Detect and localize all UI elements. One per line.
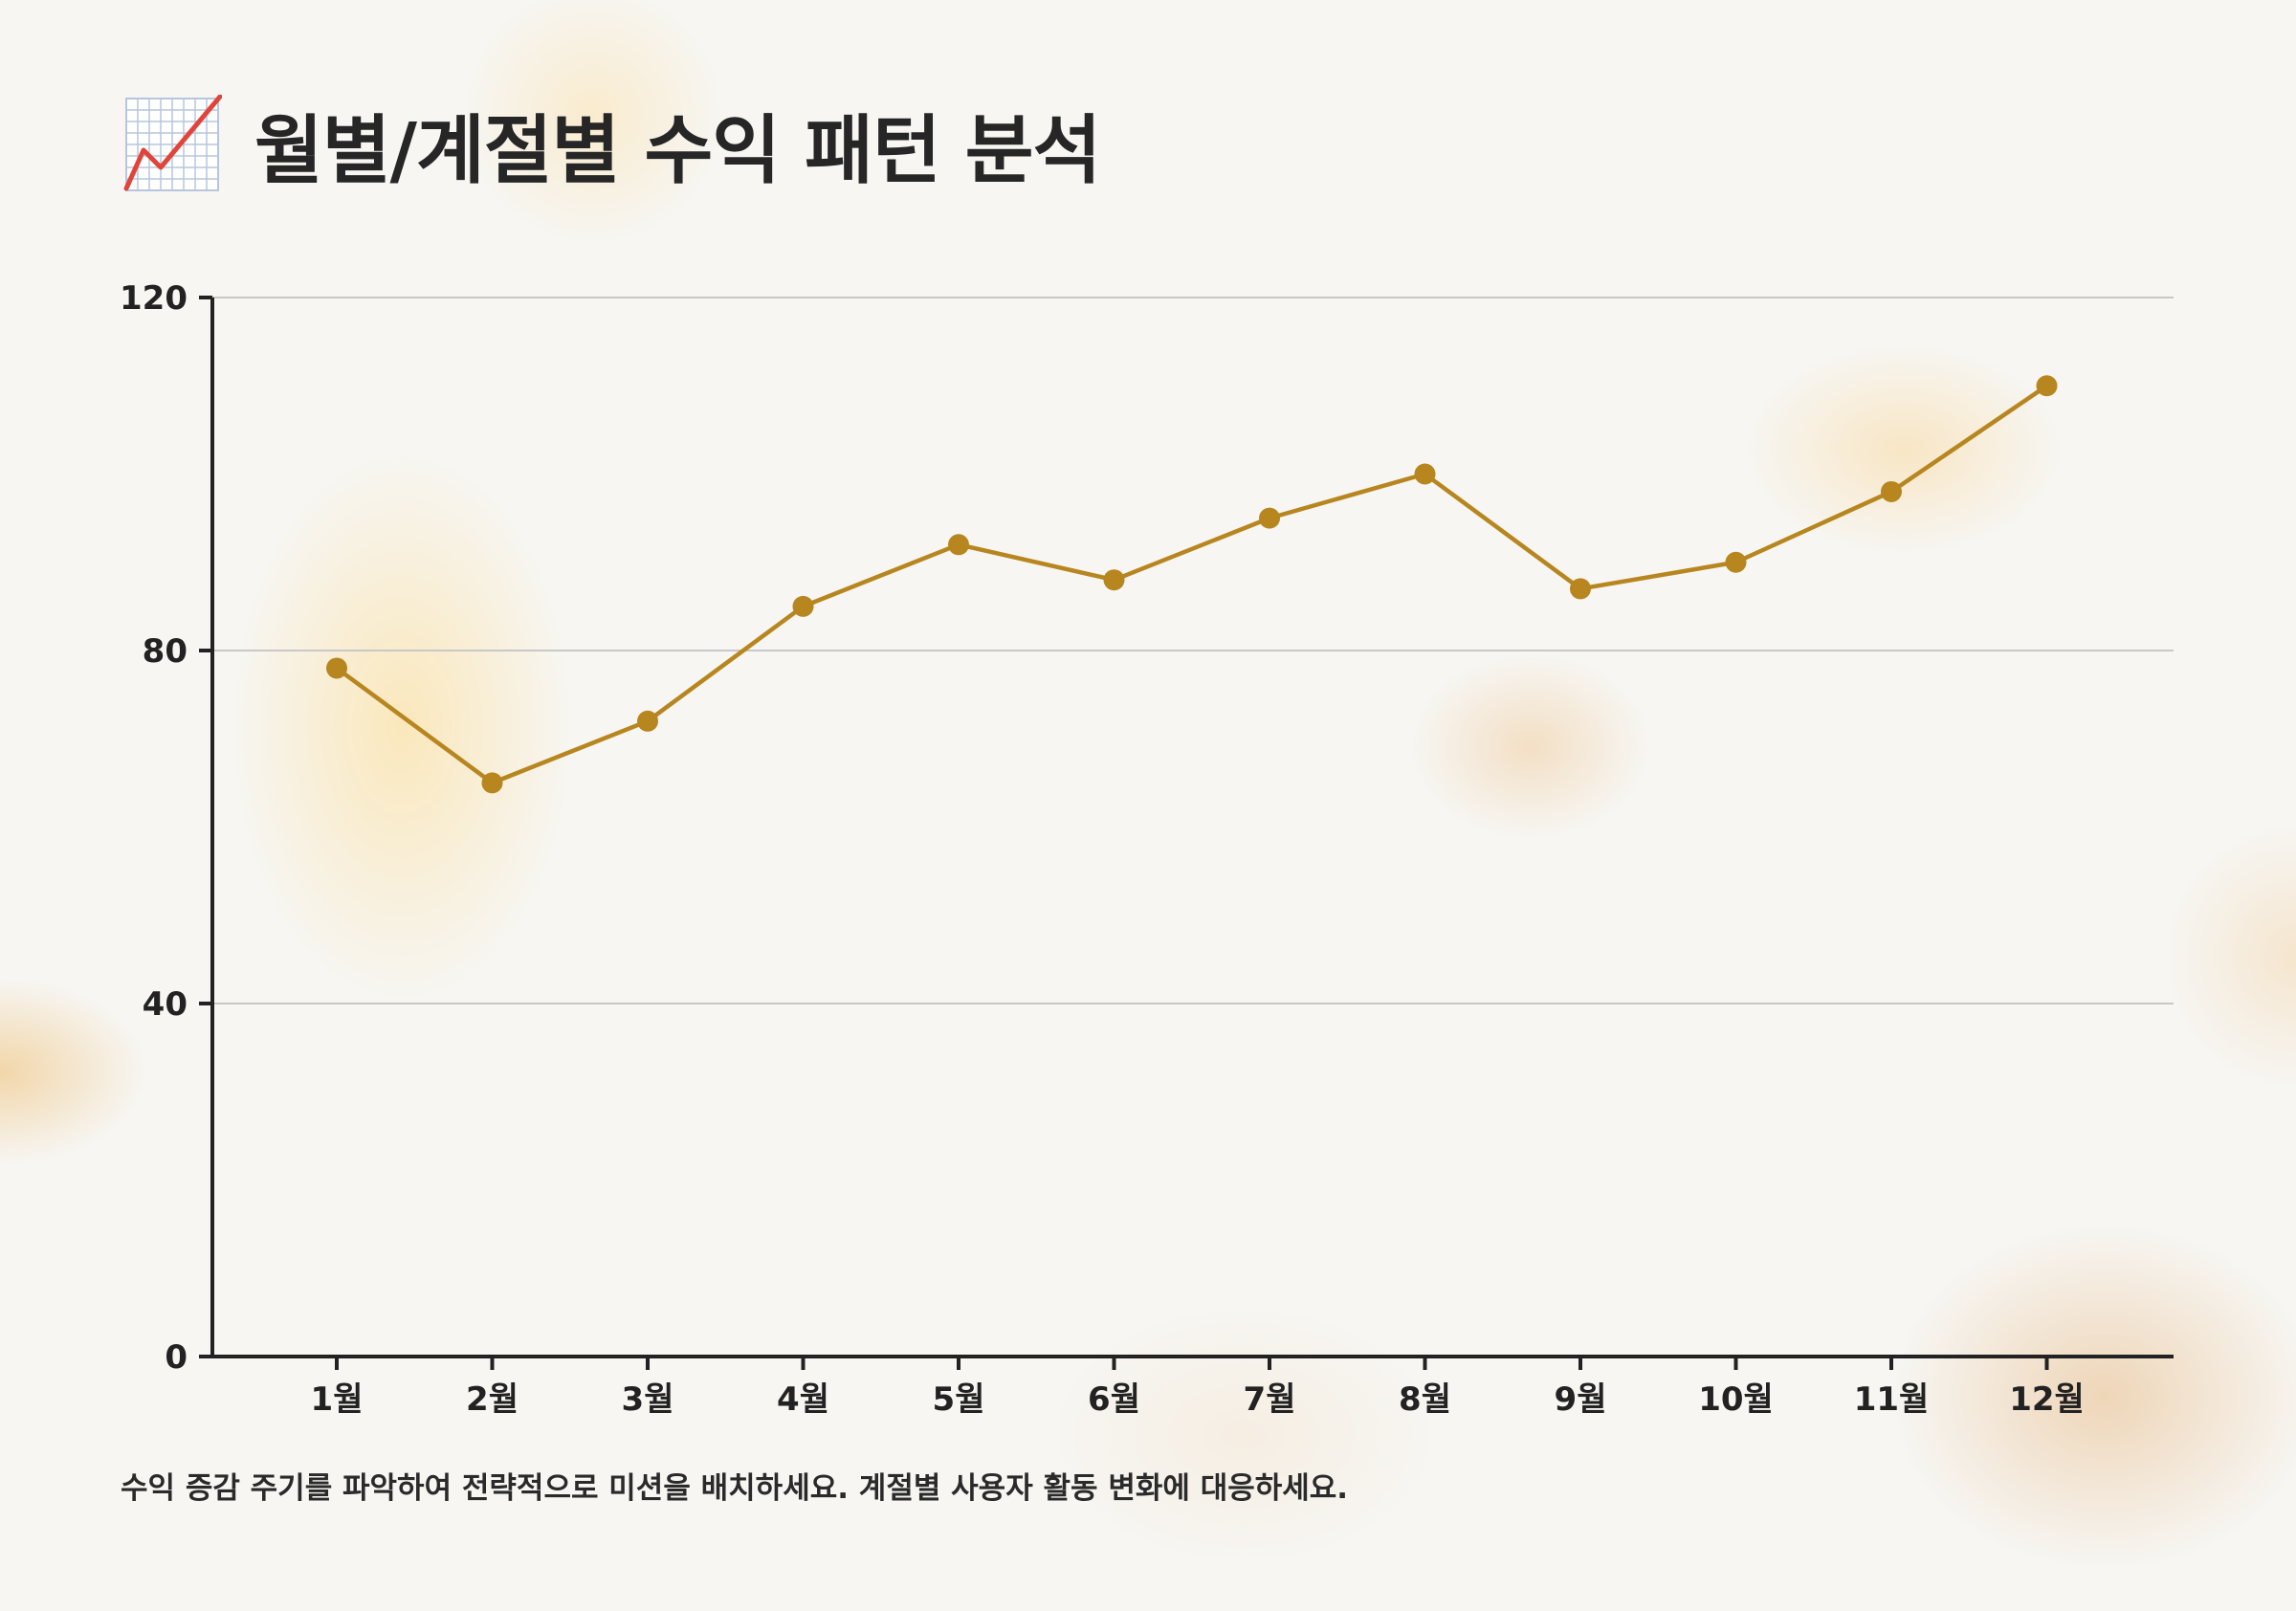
- x-tick-label: 2월: [466, 1380, 519, 1419]
- header: 월별/계절별 수익 패턴 분석: [122, 92, 1101, 197]
- data-point: [792, 595, 814, 617]
- data-point: [1103, 569, 1125, 591]
- data-point: [1570, 578, 1591, 600]
- y-tick-label: 120: [120, 279, 188, 318]
- x-tick-label: 8월: [1399, 1380, 1451, 1419]
- axes: [199, 296, 2174, 1370]
- y-tick-label: 0: [165, 1338, 188, 1377]
- data-point: [481, 772, 503, 794]
- data-point: [1414, 463, 1436, 485]
- x-tick-label: 12월: [2009, 1380, 2085, 1419]
- data-points: [326, 375, 2058, 794]
- series-line-group: [334, 384, 2049, 785]
- data-point: [326, 657, 347, 679]
- gridlines: [212, 297, 2174, 1004]
- x-tick-label: 9월: [1555, 1380, 1607, 1419]
- x-tick-label: 7월: [1244, 1380, 1296, 1419]
- data-point: [1259, 507, 1280, 529]
- data-point: [948, 534, 969, 556]
- tick-labels: 0 40 80 120 1월 2월 3월 4월 5월 6월 7월 8월 9월 10월 11월 12월: [120, 279, 2085, 1419]
- x-tick-label: 3월: [622, 1380, 674, 1419]
- x-tick-label: 10월: [1698, 1380, 1774, 1419]
- x-tick-label: 5월: [933, 1380, 985, 1419]
- x-tick-label: 6월: [1088, 1380, 1140, 1419]
- footnote: 수익 증감 주기를 파악하여 전략적으로 미션을 배치하세요. 계절별 사용자 …: [121, 1471, 1349, 1506]
- x-tick-label: 1월: [311, 1380, 364, 1419]
- data-point: [1725, 551, 1747, 573]
- y-tick-label: 40: [143, 985, 188, 1024]
- chart-increasing-icon: [123, 95, 222, 191]
- data-point: [637, 710, 658, 732]
- series-line: [334, 384, 2049, 785]
- y-tick-label: 80: [143, 632, 188, 671]
- x-tick-label: 4월: [777, 1380, 829, 1419]
- x-tick-label: 11월: [1854, 1380, 1930, 1419]
- chart-title: 월별/계절별 수익 패턴 분석: [254, 108, 1101, 194]
- data-point: [2036, 375, 2058, 397]
- data-point: [1881, 480, 1902, 502]
